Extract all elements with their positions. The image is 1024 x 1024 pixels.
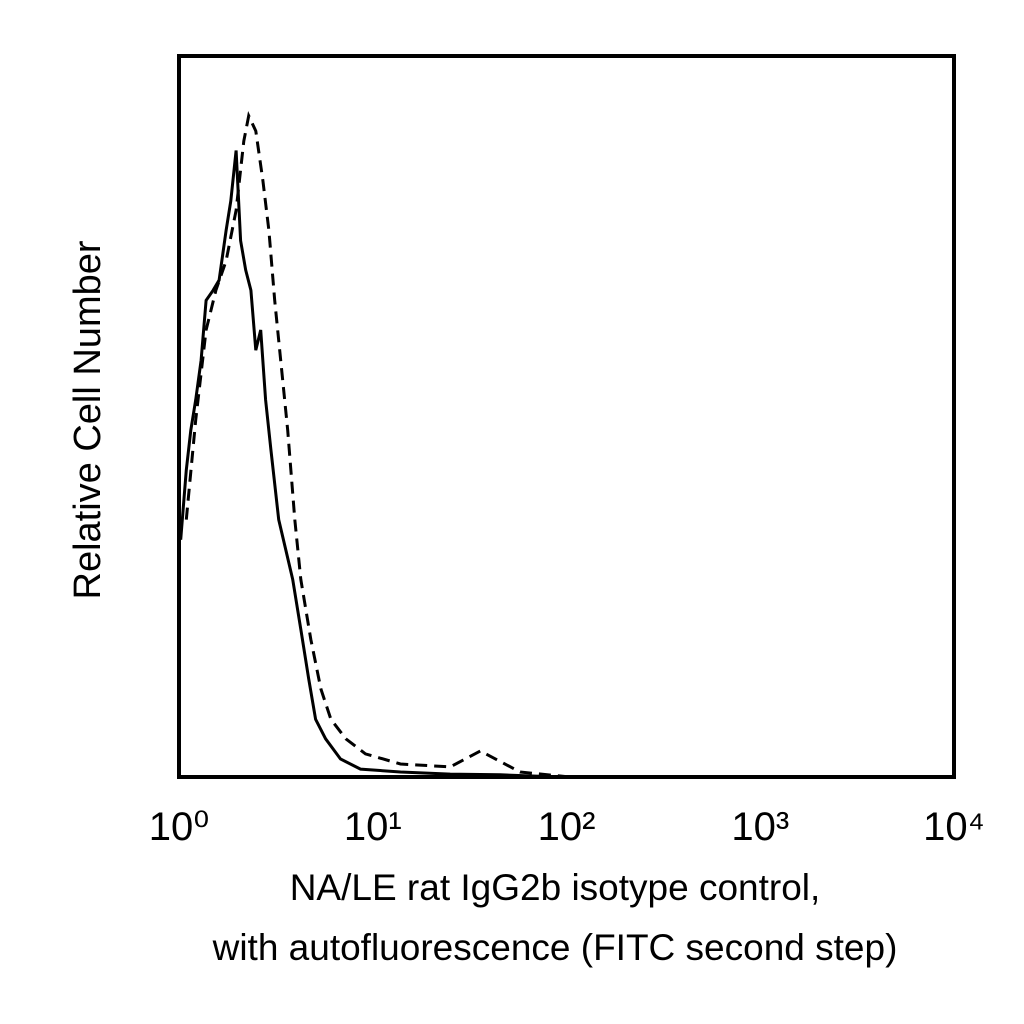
y-axis-label: Relative Cell Number <box>67 240 109 599</box>
plot-frame <box>177 54 956 779</box>
dashed-histogram <box>184 110 570 779</box>
solid-histogram <box>179 150 561 779</box>
x-axis-label: with autofluorescence (FITC second step) <box>212 927 898 968</box>
x-tick-label: 10² <box>538 805 596 849</box>
x-axis-label: NA/LE rat IgG2b isotype control, <box>290 867 821 908</box>
x-tick-label: 10¹ <box>344 805 402 849</box>
x-tick-label: 10⁴ <box>923 805 985 849</box>
x-tick-label: 10³ <box>731 805 789 849</box>
x-tick-label: 10⁰ <box>149 805 210 849</box>
